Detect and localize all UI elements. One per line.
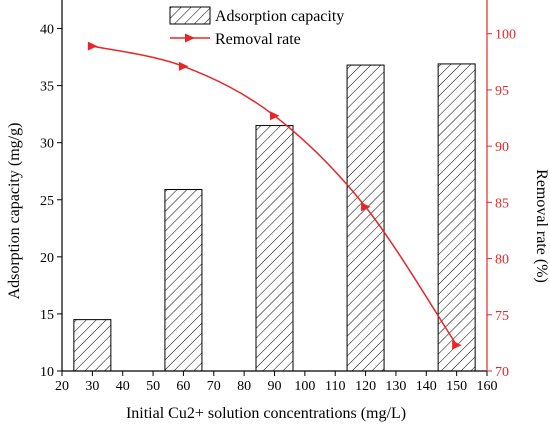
removal-rate-point	[361, 202, 371, 212]
x-tick-label: 40	[116, 379, 130, 394]
right-tick-label: 85	[495, 196, 509, 211]
x-tick-label: 80	[237, 379, 251, 394]
bars-layer	[73, 63, 476, 372]
x-tick-label: 140	[416, 379, 437, 394]
x-tick-label: 30	[85, 379, 99, 394]
axes-layer: 20 30 40 50 60 70 80 90 100 110 120 130 140 150 160 10 1…	[40, 0, 516, 394]
legend-line-marker	[185, 33, 195, 43]
right-axis-title: Removal rate (%)	[533, 169, 550, 283]
right-tick-label: 100	[495, 28, 516, 43]
left-tick-label: 35	[40, 80, 54, 95]
x-tick-label: 50	[146, 379, 160, 394]
removal-rate-point	[87, 41, 98, 51]
legend-bar-swatch	[169, 6, 211, 25]
right-tick-label: 75	[495, 309, 509, 324]
x-tick-label: 130	[385, 379, 406, 394]
x-tick-label: 110	[325, 379, 345, 394]
left-tick-label: 20	[40, 251, 54, 266]
left-tick-label: 10	[40, 365, 54, 380]
x-tick-label: 90	[268, 379, 282, 394]
left-tick-label: 25	[40, 194, 54, 209]
left-tick-label: 15	[40, 308, 54, 323]
legend-bar-label: Adsorption capacity	[215, 8, 344, 25]
legend-line-label: Removal rate	[215, 31, 301, 48]
x-tick-label: 100	[294, 379, 315, 394]
x-tick-label: 70	[207, 379, 221, 394]
right-tick-label: 95	[495, 84, 509, 99]
removal-rate-point	[452, 340, 462, 350]
right-tick-label: 80	[495, 253, 509, 268]
right-tick-label: 90	[495, 140, 509, 155]
x-axis-title: Initial Cu2+ solution concentrations (mg…	[126, 405, 406, 422]
x-tick-label: 160	[477, 379, 498, 394]
line-layer	[87, 41, 462, 350]
x-tick-label: 20	[55, 379, 69, 394]
bar	[437, 63, 476, 372]
bar	[164, 189, 203, 372]
bar	[73, 319, 112, 372]
x-tick-label: 150	[446, 379, 467, 394]
x-tick-label: 120	[355, 379, 376, 394]
removal-rate-point	[270, 111, 280, 121]
bar	[346, 64, 385, 372]
left-axis-title: Adsorption capacity (mg/g)	[6, 123, 23, 300]
x-tick-label: 60	[176, 379, 190, 394]
removal-rate-point	[178, 61, 189, 71]
legend: Adsorption capacity Removal rate	[169, 6, 344, 48]
left-tick-label: 30	[40, 137, 54, 152]
left-tick-label: 40	[40, 23, 54, 38]
right-tick-label: 70	[495, 365, 509, 380]
bar	[255, 125, 294, 372]
removal-rate-line	[92, 45, 458, 346]
